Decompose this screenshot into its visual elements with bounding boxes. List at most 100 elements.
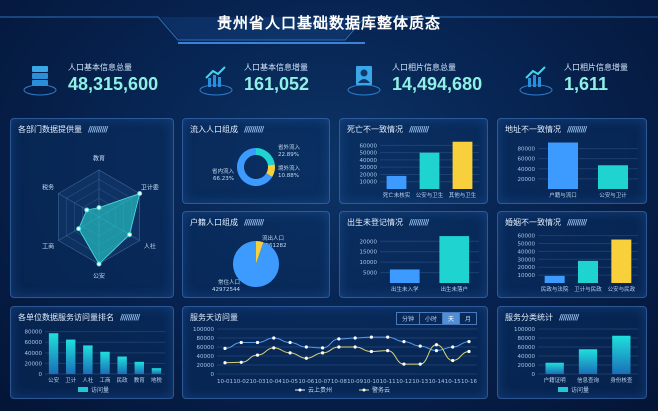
panel-title: 婚姻不一致情况 ////////// (505, 217, 587, 228)
trend-up-icon (519, 66, 553, 96)
panel-title: 地址不一致情况 ////////// (505, 124, 587, 135)
y-tick-label: 40000 (518, 167, 536, 173)
tab-hour[interactable]: 小时 (420, 313, 443, 324)
legend-label: 访问量 (91, 386, 109, 394)
y-tick-label: 60000 (518, 157, 536, 163)
data-point (288, 340, 292, 345)
data-point (255, 340, 260, 345)
series-line (224, 344, 470, 365)
legend-label: 云上贵州 (308, 386, 332, 394)
data-point (353, 345, 357, 349)
data-point (321, 346, 325, 350)
y-tick-label: 80000 (518, 336, 536, 342)
y-tick-label: 80000 (518, 147, 536, 153)
title-decor: ////////// (409, 218, 429, 227)
kpi-value: 48,315,600 (68, 74, 159, 94)
x-tick-label: 10-01 (217, 379, 233, 385)
kpi-value: 1,611 (564, 74, 609, 94)
y-tick-label: 0 (211, 372, 215, 378)
legend-swatch (78, 387, 88, 392)
x-tick-label: 人社 (82, 376, 94, 384)
panel-title: 出生未登记情况 ////////// (347, 217, 429, 228)
panel-death: 10000 20000 30000 40000 50000 60000 死亡未核实 公安与卫生… (339, 118, 488, 204)
panel-inflow: 省外流入 22.89% 境外流入 10.88% 省内流入 66.23% 流入人口组成 ////… (182, 118, 330, 204)
y-tick-label: 15000 (360, 250, 378, 256)
data-point (223, 346, 227, 350)
tab-minute[interactable]: 分钟 (397, 313, 420, 324)
radar-point (96, 205, 102, 211)
radar-axis-label: 公安 (93, 272, 105, 280)
bar (612, 335, 631, 374)
data-point (418, 362, 422, 366)
kpi-label: 人口相片信息总量 (392, 63, 456, 72)
x-tick-label: 10-13 (412, 379, 428, 385)
bar (66, 339, 76, 374)
header-frame (0, 16, 658, 44)
bar (452, 141, 473, 189)
y-tick-label: 40000 (518, 249, 536, 255)
y-tick-label: 40000 (197, 354, 215, 360)
bar (48, 333, 59, 374)
data-point (451, 358, 455, 363)
legend-marker (362, 388, 366, 392)
category-chart: 0 20000 40000 60000 80000 100000 户籍证明 信息查询 身份核查访… (514, 327, 638, 394)
title-decor: ////////// (120, 313, 140, 322)
y-tick-label: 80000 (25, 330, 43, 336)
y-tick-label: 60000 (518, 234, 536, 240)
pie-slice (266, 164, 275, 177)
bar (598, 165, 628, 189)
data-point (272, 336, 276, 340)
panel-title: 死亡不一致情况 ////////// (347, 124, 429, 135)
y-tick-label: 10000 (518, 273, 536, 279)
data-point (304, 345, 308, 349)
title-text: 服务天访问量 (190, 313, 238, 322)
panel-title: 服务天访问量 (190, 312, 238, 323)
data-point (255, 353, 260, 357)
x-tick-label: 户籍证明 (544, 376, 567, 384)
y-tick-label: 40000 (25, 351, 43, 357)
x-tick-label: 教育 (134, 376, 146, 384)
radar-axis-label: 工商 (42, 242, 54, 250)
title-decor: ////////// (88, 125, 108, 134)
radar-point (127, 232, 133, 238)
radar-point (76, 226, 82, 232)
y-tick-label: 50000 (518, 241, 536, 247)
panel-address: 20000 40000 60000 80000 户籍与流口 公安与卫计 地址不一致情况 ///… (497, 118, 647, 204)
y-tick-label: 80000 (197, 336, 215, 342)
data-point (467, 340, 471, 344)
tab-day[interactable]: 天 (442, 313, 460, 324)
x-tick-label: 卫计与民政 (574, 285, 602, 293)
database-icon (23, 66, 57, 96)
y-tick-label: 30000 (360, 165, 378, 171)
legend-label: 访问量 (571, 386, 589, 394)
x-tick-label: 10-02 (233, 379, 249, 385)
y-tick-label: 20000 (518, 363, 536, 369)
y-tick-label: 100000 (514, 327, 535, 333)
title-decor: ////////// (559, 313, 579, 322)
data-point (369, 349, 373, 354)
y-tick-label: 60000 (360, 143, 378, 149)
y-tick-label: 60000 (25, 340, 43, 346)
title-text: 户籍人口组成 (190, 218, 238, 227)
radar-axis-label: 卫计委 (141, 184, 159, 192)
y-tick-label: 10000 (360, 260, 378, 266)
bar (544, 275, 565, 283)
panel-dept-data: 教育 卫计委 人社 公安 工商 税务 各部门数据提供量 ////////// (10, 118, 174, 298)
kpi-label: 人口相片信息增量 (564, 63, 628, 72)
y-tick-label: 20000 (518, 265, 536, 271)
x-tick-label: 10-08 (331, 379, 347, 385)
data-point (451, 345, 455, 349)
tab-month[interactable]: 月 (464, 316, 471, 323)
data-point (272, 346, 276, 350)
x-tick-label: 户籍与流口 (549, 191, 577, 199)
title-decor: ////////// (567, 125, 587, 134)
x-tick-label: 10-12 (396, 379, 412, 385)
bar (548, 142, 578, 189)
header: 贵州省人口基础数据库整体质态 (0, 0, 658, 46)
y-tick-label: 20000 (197, 363, 215, 369)
y-tick-label: 40000 (518, 354, 536, 360)
slice-value: 2361282 (262, 243, 287, 249)
slice-name: 境外流入 (278, 164, 301, 172)
x-tick-label: 身份核查 (610, 376, 633, 384)
